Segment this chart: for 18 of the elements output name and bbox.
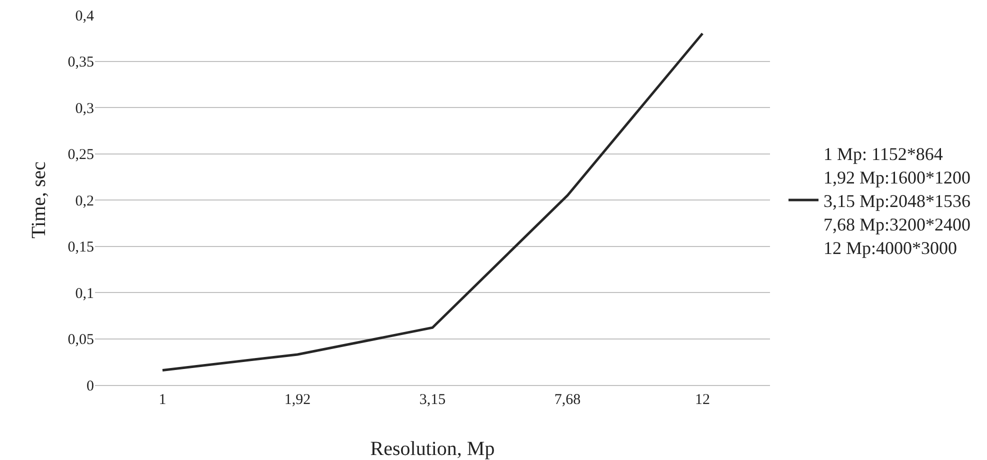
y-tick-label: 0	[86, 378, 94, 394]
y-tick-label: 0,05	[68, 332, 94, 348]
line-series	[161, 32, 704, 372]
y-tick-label: 0,35	[68, 54, 94, 70]
x-tick-label: 12	[695, 392, 710, 408]
y-axis-title: Time, sec	[28, 161, 50, 239]
y-tick-label: 0,1	[75, 286, 94, 302]
x-tick-label: 3,15	[419, 392, 446, 408]
y-tick-label: 0,15	[68, 240, 94, 256]
x-tick-label: 7,68	[554, 392, 581, 408]
y-tick-label: 0,25	[68, 147, 94, 163]
x-tick-label: 1,92	[284, 392, 311, 408]
y-tick-label: 0,4	[75, 8, 94, 24]
x-axis-title: Resolution, Mp	[370, 438, 495, 460]
legend-label: 1 Mp: 1152*864 1,92 Mp:1600*1200 3,15 Mp:2048*1536 7,68 Mp:3200*2400 12 Mp:4000*3000	[824, 144, 971, 258]
y-tick-label: 0,3	[75, 100, 94, 117]
x-tick-label: 1	[158, 392, 166, 408]
y-tick-label: 0,2	[75, 193, 94, 210]
